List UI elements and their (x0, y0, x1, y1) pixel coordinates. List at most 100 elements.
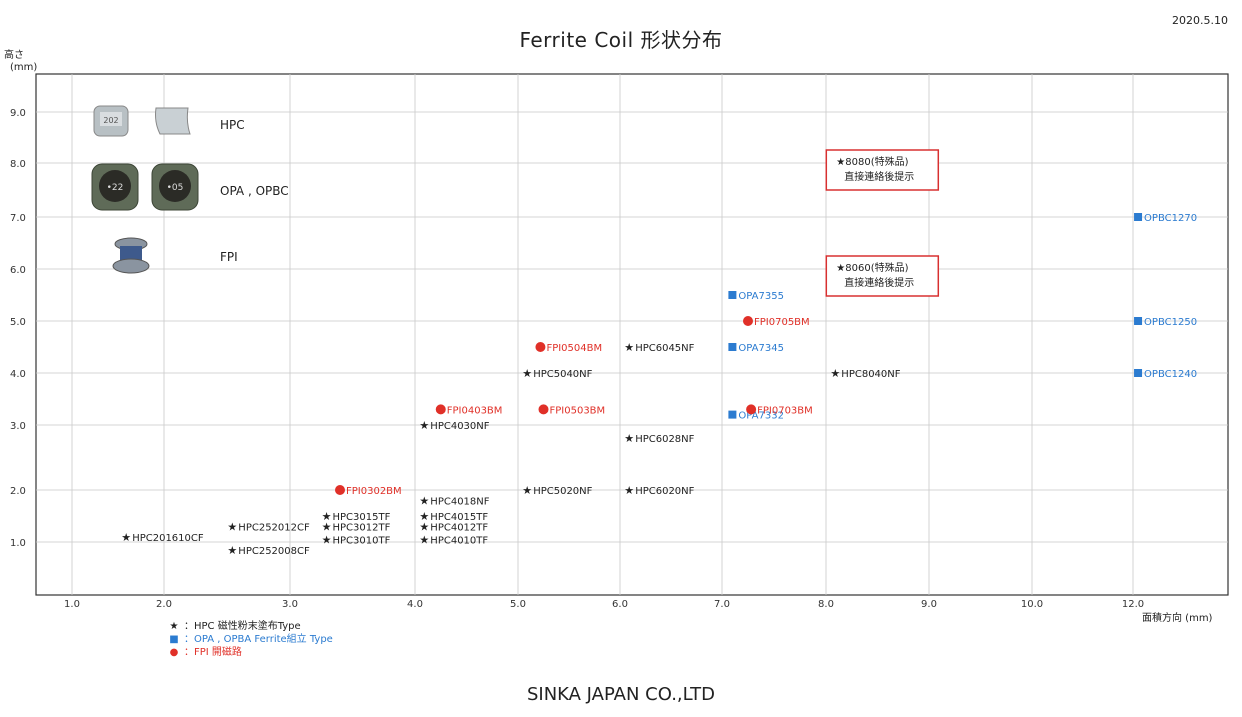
x-tick-label: 10.0 (1021, 599, 1043, 610)
y-tick-label: 2.0 (10, 486, 26, 497)
hpc-star-marker: ★ (624, 484, 634, 497)
hpc-coil-photo-icon: 202 (93, 105, 191, 137)
x-tick-label: 12.0 (1122, 599, 1144, 610)
x-tick-label: 1.0 (64, 599, 80, 610)
point-label: HPC6028NF (635, 434, 694, 445)
fpi-circle-marker (743, 316, 753, 326)
y-axis-unit: (mm) (10, 62, 37, 73)
point-label: FPI0504BM (546, 343, 602, 354)
legend-hpc: ★ ：HPC 磁性粉末塗布Type (168, 620, 301, 633)
point-label: HPC4030NF (430, 421, 489, 432)
hpc-star-marker: ★ (624, 341, 634, 354)
fpi-circle-marker (335, 485, 345, 495)
y-tick-label: 7.0 (10, 213, 26, 224)
point-label: HPC3010TF (333, 535, 391, 546)
point-label: HPC4018NF (430, 496, 489, 507)
opa-square-marker (1134, 317, 1143, 325)
y-tick-label: 4.0 (10, 369, 26, 380)
opa-chip-mark-2: •05 (167, 183, 184, 193)
special-note-text: 直接連絡後提示 (844, 170, 914, 183)
plot-frame (35, 73, 1229, 596)
point-label: FPI0703BM (757, 405, 813, 416)
point-label: HPC6045NF (635, 343, 694, 354)
legend-fpi: ● ：FPI 開磁路 (168, 646, 242, 659)
hpc-star-marker: ★ (419, 520, 429, 533)
point-label: HPC8040NF (841, 369, 900, 380)
point-label: FPI0302BM (346, 486, 402, 497)
x-tick-label: 4.0 (407, 599, 423, 610)
hpc-star-marker: ★ (624, 432, 634, 445)
fpi-circle-marker (535, 342, 546, 352)
point-label: OPA7345 (738, 343, 784, 354)
point-label: HPC3012TF (333, 522, 391, 533)
special-note-text: 直接連絡後提示 (844, 276, 914, 289)
hpc-star-marker: ★ (419, 510, 429, 523)
hpc-star-marker: ★ (322, 510, 332, 523)
special-note-box (825, 149, 940, 191)
y-axis-label: 高さ (4, 48, 24, 61)
x-tick-label: 3.0 (282, 599, 298, 610)
fpi-circle-marker (746, 404, 757, 415)
company-name: SINKA JAPAN CO.,LTD (526, 684, 716, 705)
opa-photo-label: OPA , OPBC (220, 184, 289, 198)
hpc-star-marker: ★ (830, 367, 840, 380)
y-tick-label: 5.0 (10, 317, 26, 328)
special-note-title: ★8080(特殊品) (836, 155, 908, 168)
point-label: OPBC1270 (1144, 213, 1197, 224)
special-note-box (825, 255, 940, 297)
opa-square-marker (728, 410, 737, 419)
square-icon: ■ (169, 634, 179, 645)
point-label: OPBC1250 (1144, 317, 1197, 328)
point-label: OPA7332 (738, 411, 784, 422)
fpi-circle-marker (538, 404, 549, 415)
point-label: HPC3015TF (333, 512, 391, 523)
fpi-circle-marker (435, 404, 446, 415)
legend-opa-text: ：OPA , OPBA Ferrite組立 Type (184, 634, 333, 645)
hpc-star-marker: ★ (121, 531, 131, 544)
hpc-star-marker: ★ (322, 533, 332, 546)
y-tick-label: 9.0 (10, 108, 26, 119)
opa-square-marker (728, 291, 737, 299)
opa-coil-photo-icon: •22 •05 (91, 163, 199, 211)
x-axis-label: 面積方向 (mm) (1142, 611, 1213, 624)
point-label: HPC4010TF (430, 535, 488, 546)
y-tick-label: 8.0 (10, 159, 26, 170)
point-label: HPC201610CF (132, 533, 204, 544)
legend-hpc-text: ：HPC 磁性粉末塗布Type (184, 621, 301, 632)
opa-chip-mark-1: •22 (107, 183, 124, 193)
point-label: HPC6020NF (635, 486, 694, 497)
point-label: HPC4015TF (430, 512, 488, 523)
special-note-title: ★8060(特殊品) (836, 261, 908, 274)
point-label: FPI0705BM (754, 317, 810, 328)
hpc-star-marker: ★ (227, 544, 237, 557)
y-tick-label: 1.0 (10, 538, 26, 549)
hpc-star-marker: ★ (522, 484, 532, 497)
hpc-star-marker: ★ (419, 533, 429, 546)
chart-title: Ferrite Coil 形状分布 (519, 28, 723, 52)
point-label: HPC252008CF (238, 546, 310, 557)
fpi-coil-photo-icon (112, 237, 150, 274)
y-tick-label: 3.0 (10, 421, 26, 432)
fpi-photo-label: FPI (220, 250, 238, 264)
hpc-photo-row: 202 (90, 102, 200, 144)
point-label: OPA7355 (738, 291, 784, 302)
hpc-chip-mark: 202 (103, 116, 118, 125)
point-label: HPC4012TF (430, 522, 488, 533)
hpc-star-marker: ★ (322, 520, 332, 533)
x-tick-label: 5.0 (510, 599, 526, 610)
opa-square-marker (1134, 369, 1143, 377)
hpc-photo-label: HPC (220, 118, 245, 132)
star-icon: ★ (169, 621, 179, 632)
hpc-star-marker: ★ (419, 494, 429, 507)
point-label: FPI0403BM (447, 405, 503, 416)
point-label: HPC5020NF (533, 486, 592, 497)
y-tick-label: 6.0 (10, 265, 26, 276)
x-tick-label: 9.0 (921, 599, 937, 610)
x-tick-label: 7.0 (714, 599, 730, 610)
legend-opa: ■ ：OPA , OPBA Ferrite組立 Type (168, 633, 333, 646)
x-tick-label: 2.0 (156, 599, 172, 610)
point-label: HPC5040NF (533, 369, 592, 380)
opa-photo-row: •22 •05 (90, 162, 200, 218)
hpc-star-marker: ★ (419, 419, 429, 432)
